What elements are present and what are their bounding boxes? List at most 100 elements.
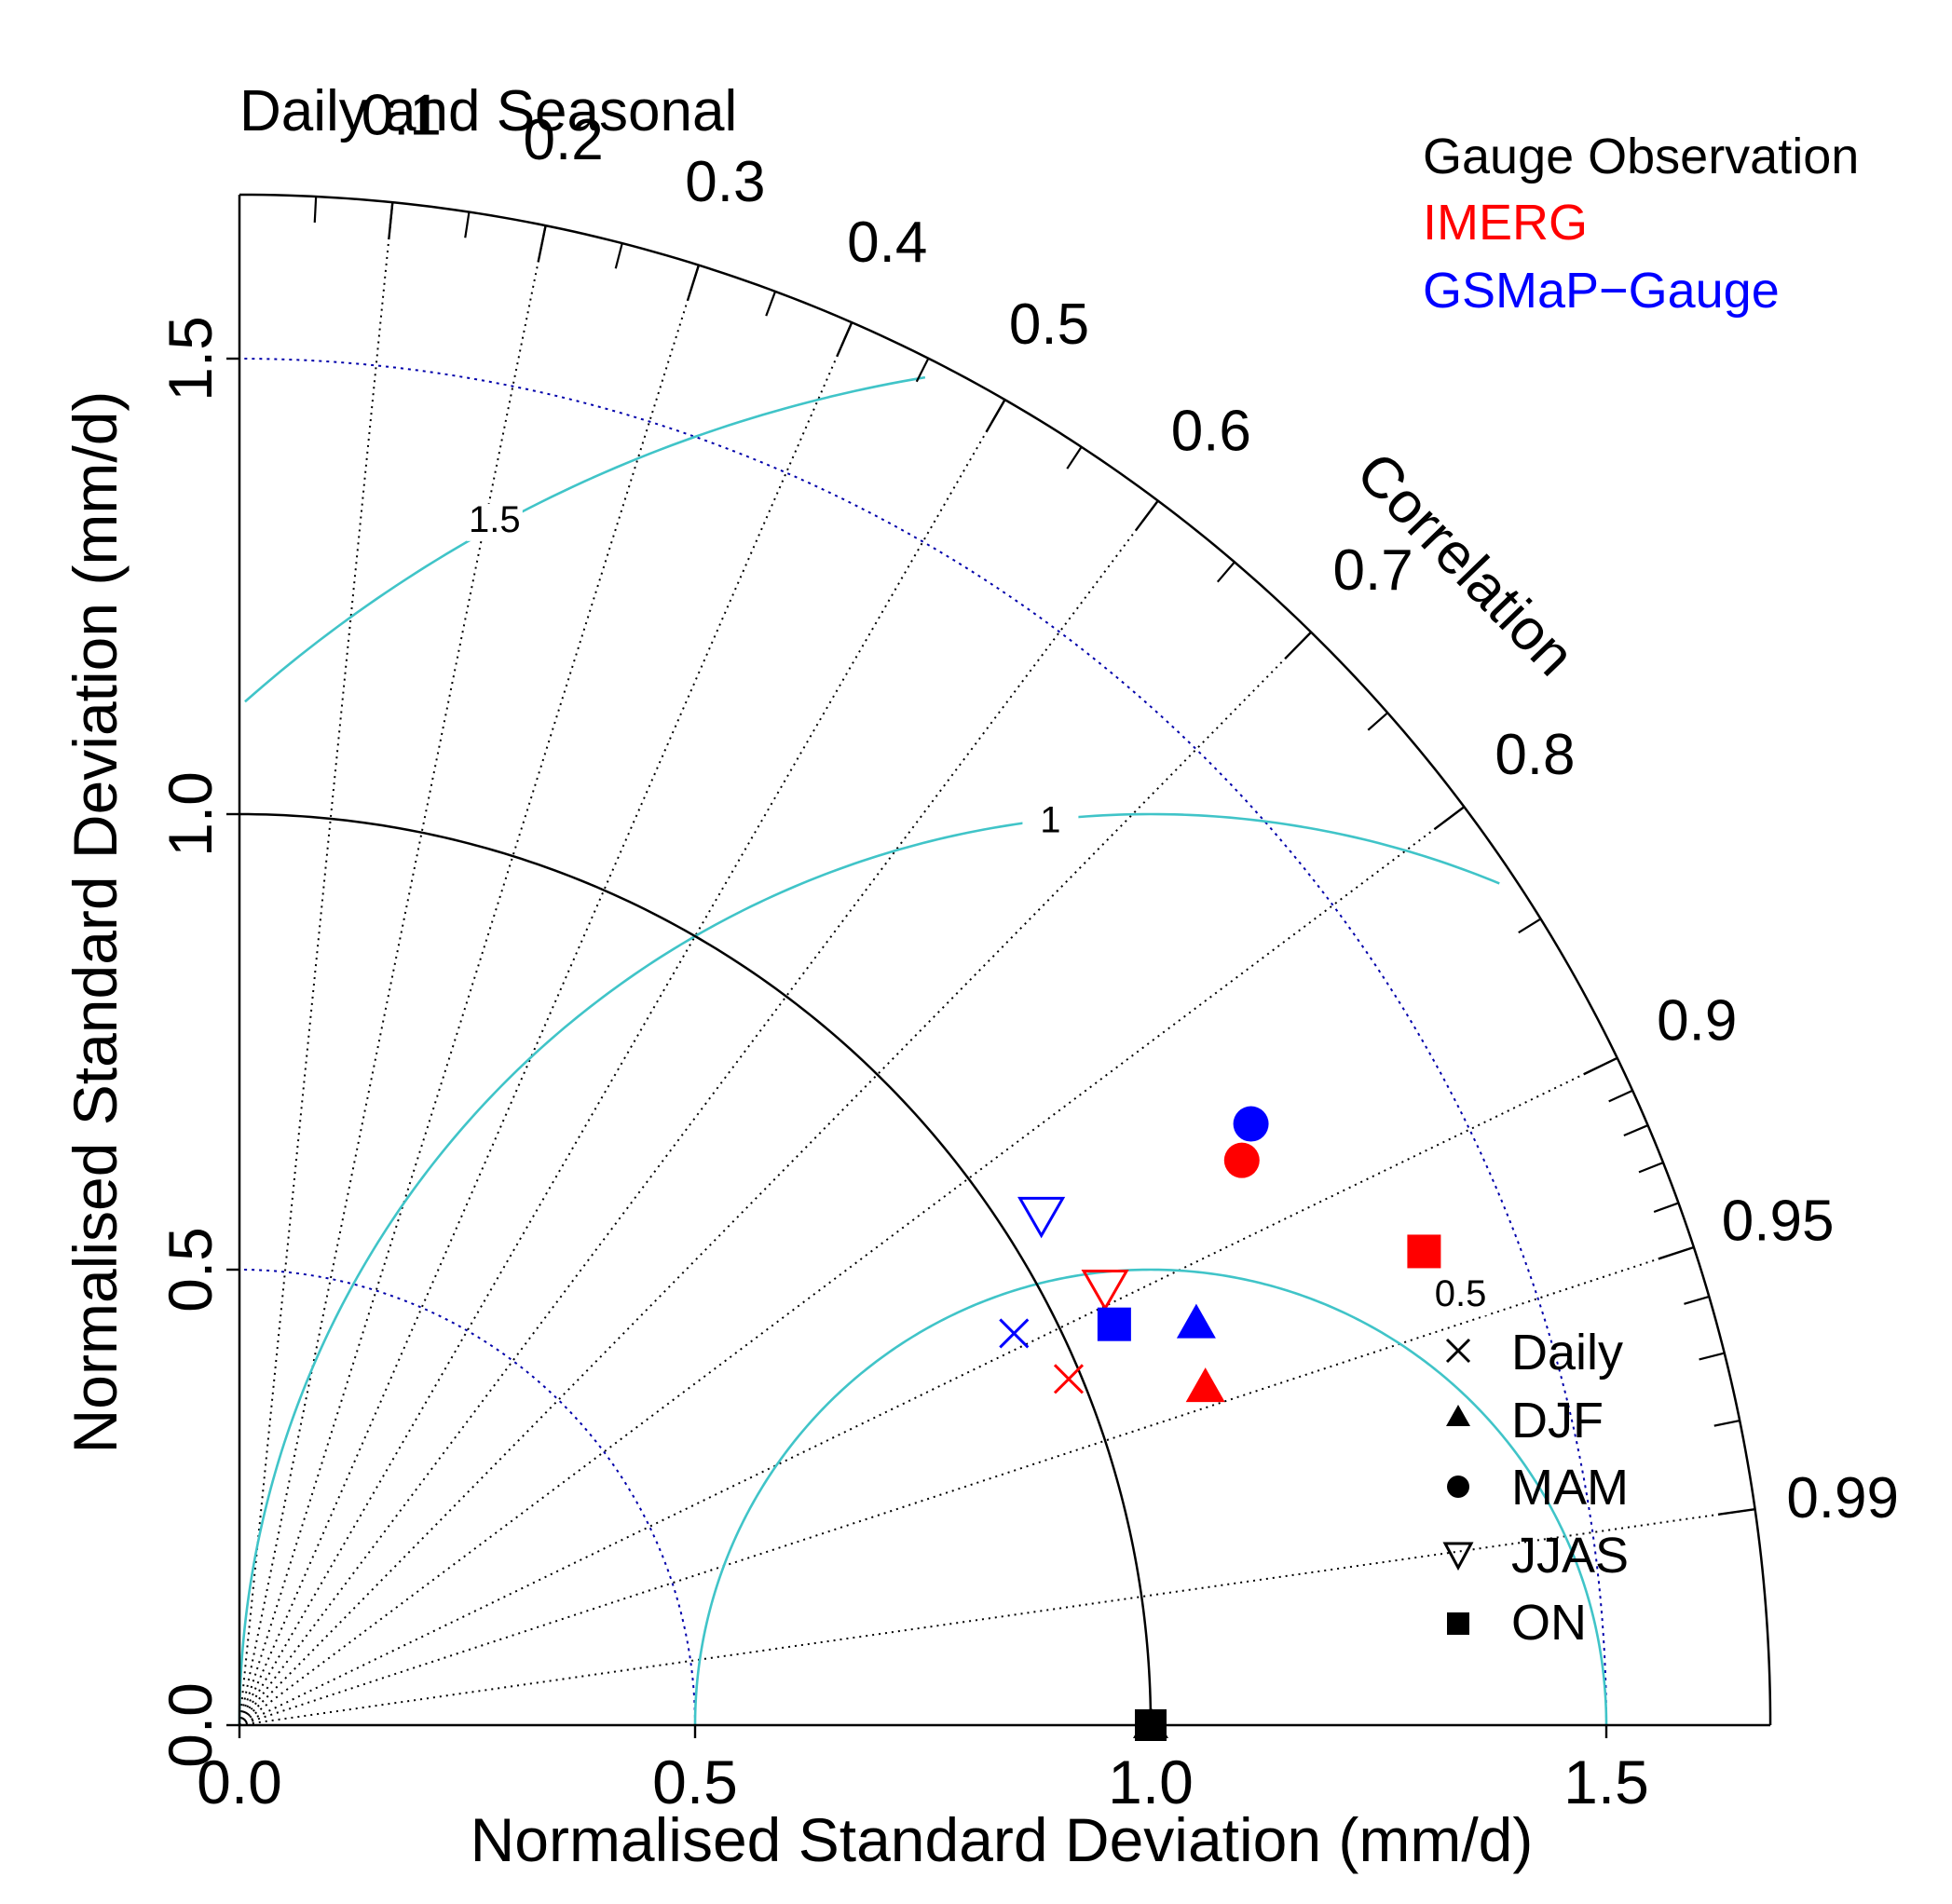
correlation-tick-label-5: 0.6 [1171,400,1251,464]
legend-symbol-djf-icon [1446,1405,1470,1426]
rms-label-bg-1 [1022,804,1079,842]
correlation-minor-tick-22 [1699,1352,1726,1361]
x-tick-label-0: 0.0 [197,1748,282,1816]
rms-label-2: 1.5 [469,499,521,540]
correlation-line-3 [239,321,853,1726]
axes-layer: 0.1 0.20.30.40.50.60.70.80.90.950.990.0 0.… [156,84,1899,1816]
point-imerg-mam [1223,1142,1260,1178]
std-reference-arc-1 [239,358,1607,1726]
point-gsmap-djf [1176,1303,1216,1339]
legend-symbol-daily-icon [1445,1338,1471,1364]
correlation-line-7 [239,806,1466,1726]
reference-point-triangle [1133,1707,1168,1738]
point-imerg-djf [1185,1367,1225,1403]
y-tick-label-2: 1.0 [156,771,225,857]
grid-layer: 0.5 1 1.5 [238,202,1755,1726]
std-reference-arc-solid [239,812,1153,1726]
correlation-major-tick-6 [1284,631,1312,660]
x-axis-label: Normalised Standard Deviation (mm/d) [471,1805,1534,1874]
correlation-tick-label-3: 0.4 [847,211,927,275]
correlation-tick-label-2: 0.3 [685,150,765,214]
correlation-minor-tick-10 [1066,446,1083,469]
correlation-line-10 [239,1508,1755,1726]
rms-contour-0 [693,1268,1608,1726]
correlation-minor-tick-21 [1684,1295,1710,1305]
rms-contour-2 [244,375,926,703]
correlation-minor-tick-19 [1638,1162,1664,1174]
y-tick-label-3: 1.5 [156,316,225,401]
correlation-line-4 [239,399,1006,1726]
rms-label-bg-2 [466,503,523,541]
legend-imerg: IMERG [1423,195,1588,251]
rms-label-bg-0 [1432,1278,1489,1316]
legend-symbol-jjas-icon [1442,1542,1474,1571]
correlation-major-tick-1 [537,224,547,263]
legend-gauge-observation: Gauge Observation [1423,129,1859,184]
x-tick-label-1: 0.5 [652,1748,738,1816]
rms-label-1: 1 [1040,800,1060,841]
correlation-line-2 [239,265,700,1726]
correlation-minor-tick-8 [915,358,930,383]
point-imerg-jjas [1081,1270,1129,1312]
correlation-major-tick-0 [388,202,394,240]
y-axis-label: Normalised Standard Deviation (mm/d) [61,391,130,1454]
season-legend: Daily DJF MAM JJAS ON [1442,1325,1629,1651]
correlation-tick-label-6: 0.7 [1333,538,1413,603]
point-imerg-daily-b [1053,1364,1085,1394]
correlation-minor-tick-14 [1367,712,1389,731]
point-gsmap-jjas [1017,1196,1066,1239]
correlation-major-tick-3 [836,321,853,358]
x-tick-label-2: 1.0 [1108,1748,1194,1816]
legend-label-on: ON [1511,1595,1587,1651]
x-tick-label-3: 1.5 [1563,1748,1649,1816]
legend-label-daily: Daily [1511,1325,1623,1380]
correlation-tick-label-10: 0.99 [1786,1466,1899,1530]
correlation-line-5 [239,499,1159,1726]
legend-label-mam: MAM [1511,1460,1629,1516]
correlation-tick-label-8: 0.9 [1657,988,1737,1053]
y-tick-label-0: 0.0 [156,1682,225,1768]
point-gsmap-daily [999,1318,1030,1349]
y-tick-label-1: 0.5 [156,1227,225,1312]
correlation-tick-label-1: 0.2 [524,108,604,172]
chart-title: Daily and Seasonal [239,79,737,143]
data-points-layer [999,1106,1441,1741]
correlation-major-tick-10 [1717,1508,1755,1516]
point-gsmap-on [1097,1307,1131,1341]
point-gsmap-daily-b [999,1318,1030,1349]
point-imerg-daily [1053,1364,1085,1394]
correlation-tick-label-0: 0.1 [362,84,442,148]
correlation-line-6 [239,631,1312,1726]
legend-label-djf: DJF [1511,1393,1604,1448]
correlation-tick-label-7: 0.8 [1495,723,1575,787]
rms-contour-1 [238,812,1500,1726]
correlation-minor-tick-20 [1653,1202,1679,1214]
correlation-minor-tick-17 [1608,1089,1633,1103]
point-gsmap-mam [1233,1106,1269,1142]
correlation-line-9 [239,1246,1695,1726]
correlation-minor-tick-0 [313,196,318,224]
correlation-minor-tick-2 [464,211,471,238]
outer-correlation-arc [239,193,1772,1726]
correlation-major-tick-5 [1134,499,1159,532]
correlation-line-8 [239,1056,1618,1726]
std-reference-arc-0 [239,1269,696,1726]
correlation-line-1 [239,224,547,1726]
point-imerg-on [1407,1234,1441,1269]
correlation-minor-tick-16 [1518,918,1542,934]
correlation-line-0 [239,202,394,1726]
correlation-minor-tick-18 [1623,1124,1649,1137]
correlation-minor-tick-12 [1216,561,1235,583]
legend-symbol-mam-icon [1447,1476,1469,1498]
correlation-major-tick-8 [1583,1056,1618,1076]
legend-label-jjas: JJAS [1511,1528,1629,1584]
correlation-minor-tick-6 [765,291,777,317]
correlation-major-tick-2 [686,265,701,302]
legend-symbol-on-icon [1447,1612,1469,1635]
rms-label-0: 0.5 [1435,1273,1487,1314]
correlation-tick-label-4: 0.5 [1009,292,1089,357]
correlation-major-tick-9 [1658,1245,1695,1260]
correlation-tick-label-9: 0.95 [1722,1189,1835,1253]
model-legend: Gauge Observation IMERG GSMaP−Gauge [1423,129,1859,319]
